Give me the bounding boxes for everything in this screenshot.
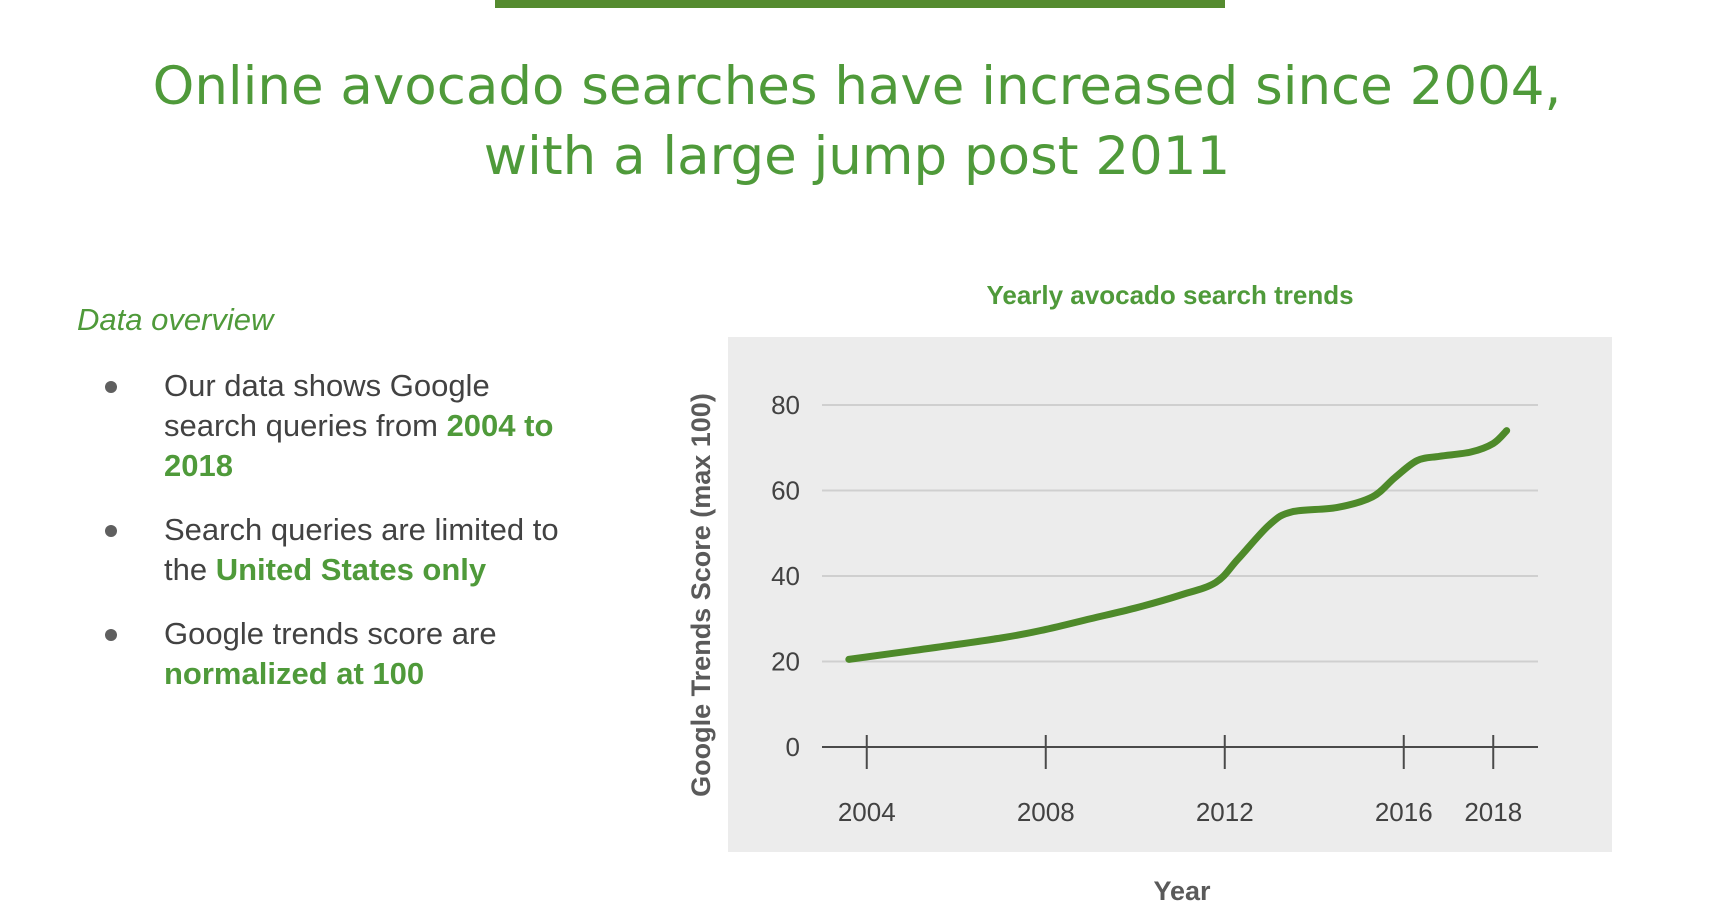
data-overview-list: Our data shows Google search queries fro… — [95, 366, 565, 718]
bullet-text: Our data shows Google search queries fro… — [164, 368, 490, 443]
x-tick-label: 2016 — [1375, 797, 1433, 827]
slide-title-line-2: with a large jump post 2011 — [483, 126, 1231, 187]
bullet-icon — [105, 525, 117, 537]
bullet-text: Google trends score are — [164, 616, 497, 651]
y-tick-label: 20 — [771, 647, 800, 677]
bullet-icon — [105, 629, 117, 641]
series-line — [845, 427, 1511, 663]
y-tick-label: 40 — [771, 561, 800, 591]
plot-area — [728, 337, 1612, 852]
y-axis-label: Google Trends Score (max 100) — [686, 393, 716, 797]
x-tick-label: 2004 — [838, 797, 896, 827]
data-overview-heading: Data overview — [77, 302, 274, 337]
bullet-highlight: United States only — [215, 552, 487, 587]
top-accent-bar — [495, 0, 1225, 8]
x-tick-label: 2008 — [1017, 797, 1075, 827]
list-item: Search queries are limited to the United… — [95, 510, 565, 590]
list-item: Google trends score are normalized at 10… — [95, 614, 565, 694]
bullet-highlight: normalized at 100 — [164, 656, 425, 691]
list-item: Our data shows Google search queries fro… — [95, 366, 565, 486]
bullet-highlight: 2004 to 2018 — [164, 408, 554, 483]
x-axis-label: Year — [1153, 876, 1211, 906]
bullet-icon — [105, 381, 117, 393]
chart-title: Yearly avocado search trends — [986, 280, 1354, 310]
y-tick-label: 60 — [771, 476, 800, 506]
x-tick-label: 2012 — [1196, 797, 1254, 827]
x-tick-label: 2018 — [1464, 797, 1522, 827]
y-tick-label: 0 — [786, 732, 800, 762]
slide-title-line-1: Online avocado searches have increased s… — [152, 56, 1562, 117]
bullet-text: Search queries are limited to the — [164, 512, 559, 587]
slide-title: Online avocado searches have increased s… — [100, 52, 1614, 192]
y-tick-label: 80 — [771, 390, 800, 420]
